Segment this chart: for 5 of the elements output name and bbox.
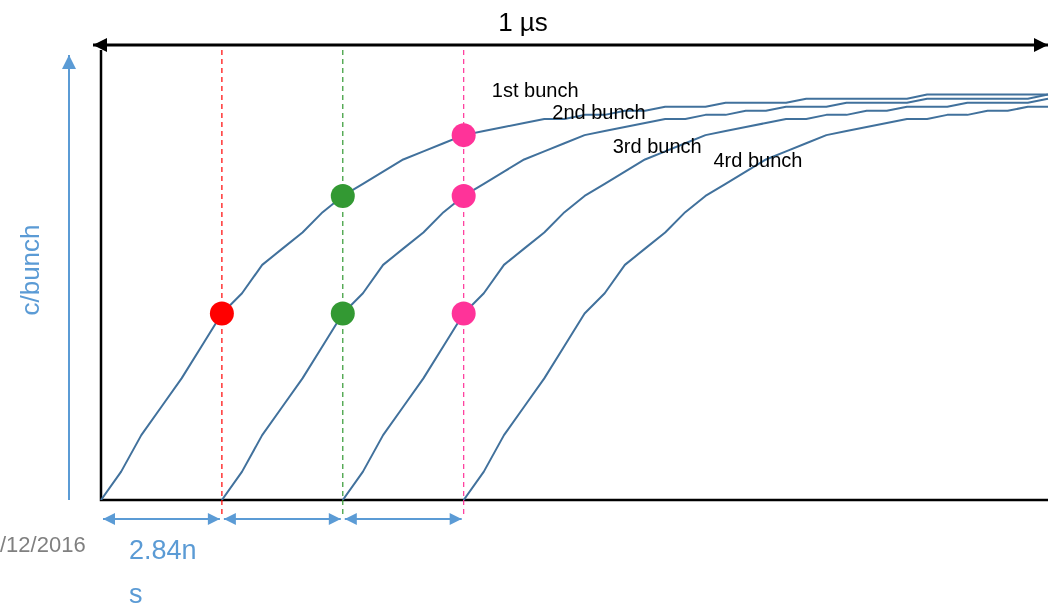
- text: 1 µs: [498, 6, 548, 38]
- series-label: 1st bunch: [491, 78, 579, 101]
- text: 2.84ns: [129, 534, 198, 603]
- y-axis-title: c/bunch: [14, 224, 46, 316]
- text: /12/2016: [0, 532, 86, 558]
